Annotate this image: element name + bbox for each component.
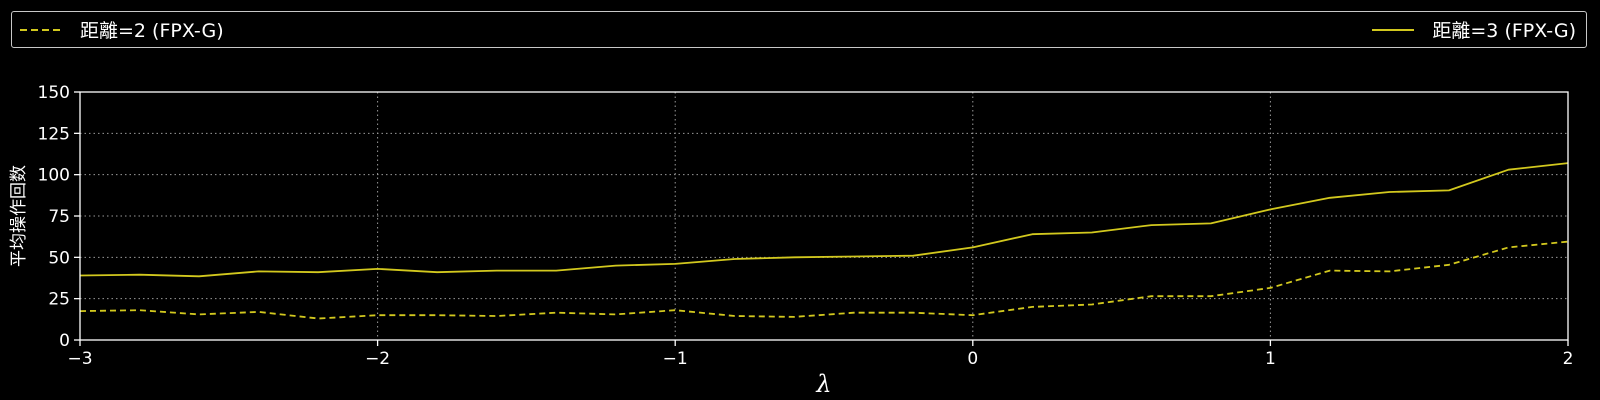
- legend: 距離=2 (FPX-G) 距離=3 (FPX-G): [11, 11, 1587, 48]
- y-tick-label: 0: [59, 331, 70, 351]
- series-line-1: [79, 240, 1569, 320]
- y-tick-label: 100: [38, 166, 70, 186]
- y-tick-label: 50: [48, 248, 70, 268]
- x-tick-label: −2: [365, 349, 390, 369]
- x-tick-label: 0: [967, 349, 978, 369]
- tick-layer: −3 −2 −1 0 1 2 0 25 50 75 100 125 150: [38, 83, 1574, 369]
- y-tick-label: 125: [38, 124, 70, 144]
- y-axis-label: 平均操作回数: [9, 165, 29, 267]
- x-tick-label: 2: [1563, 349, 1574, 369]
- series-layer: [79, 162, 1569, 320]
- y-tick-label: 150: [38, 83, 70, 103]
- legend-swatch-solid: [1372, 28, 1415, 31]
- x-tick-label: −3: [67, 349, 92, 369]
- legend-item-dist2: 距離=2 (FPX-G): [20, 12, 224, 47]
- y-tick-label: 75: [48, 207, 70, 227]
- x-axis-label: λ: [815, 370, 831, 398]
- x-tick-label: 1: [1265, 349, 1276, 369]
- grid-layer: [80, 92, 1568, 340]
- legend-label-dist3: 距離=3 (FPX-G): [1432, 20, 1576, 42]
- legend-label-dist2: 距離=2 (FPX-G): [80, 20, 224, 42]
- y-tick-label: 25: [48, 290, 70, 310]
- legend-item-dist3: 距離=3 (FPX-G): [1372, 12, 1576, 47]
- legend-swatch-dashed: [20, 28, 62, 31]
- series-line-2: [79, 162, 1569, 278]
- x-tick-label: −1: [663, 349, 688, 369]
